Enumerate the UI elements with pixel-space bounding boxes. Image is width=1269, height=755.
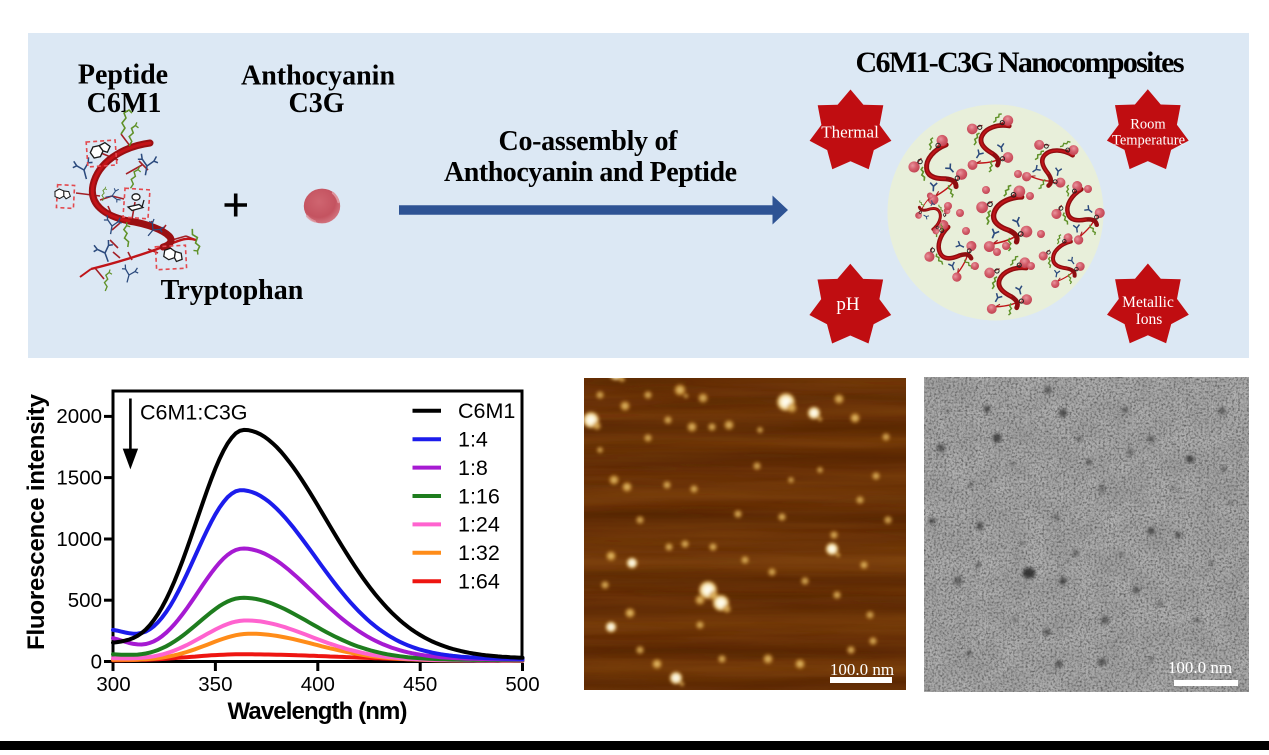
svg-text:1:64: 1:64 <box>458 570 500 594</box>
svg-text:Anthocyanin and Peptide: Anthocyanin and Peptide <box>444 157 737 188</box>
svg-text:400: 400 <box>301 673 335 696</box>
svg-text:300: 300 <box>96 673 130 696</box>
svg-text:pH: pH <box>836 294 860 315</box>
svg-text:Anthocyanin: Anthocyanin <box>241 61 395 92</box>
svg-text:C6M1: C6M1 <box>458 399 515 423</box>
svg-text:C3G: C3G <box>289 88 345 119</box>
svg-text:100.0 nm: 100.0 nm <box>830 660 894 679</box>
svg-text:1:24: 1:24 <box>458 513 500 537</box>
svg-text:1:16: 1:16 <box>458 484 500 508</box>
svg-text:Fluorescence intensity: Fluorescence intensity <box>23 393 50 650</box>
svg-text:0: 0 <box>91 650 102 673</box>
svg-text:1:8: 1:8 <box>458 456 488 480</box>
svg-text:450: 450 <box>403 673 437 696</box>
svg-text:100.0 nm: 100.0 nm <box>1168 658 1232 677</box>
svg-text:1500: 1500 <box>56 466 102 489</box>
svg-text:1000: 1000 <box>56 528 102 551</box>
svg-text:C6M1:C3G: C6M1:C3G <box>140 401 248 425</box>
svg-text:Wavelength (nm): Wavelength (nm) <box>228 698 408 725</box>
svg-text:Peptide: Peptide <box>78 60 168 91</box>
svg-text:500: 500 <box>68 589 102 612</box>
svg-text:1:32: 1:32 <box>458 541 500 565</box>
svg-text:Thermal: Thermal <box>821 123 879 142</box>
svg-text:2000: 2000 <box>56 405 102 428</box>
svg-text:Metallic: Metallic <box>1122 294 1174 311</box>
svg-text:350: 350 <box>198 673 232 696</box>
svg-text:Co-assembly of: Co-assembly of <box>499 126 679 157</box>
svg-text:C6M1-C3G Nanocomposites: C6M1-C3G Nanocomposites <box>856 46 1185 79</box>
svg-text:Ions: Ions <box>1136 311 1163 328</box>
svg-text:Temperature: Temperature <box>1112 133 1185 149</box>
svg-text:Room: Room <box>1130 117 1166 133</box>
svg-text:Tryptophan: Tryptophan <box>161 275 304 306</box>
svg-text:1:4: 1:4 <box>458 428 488 452</box>
svg-text:500: 500 <box>505 673 539 696</box>
